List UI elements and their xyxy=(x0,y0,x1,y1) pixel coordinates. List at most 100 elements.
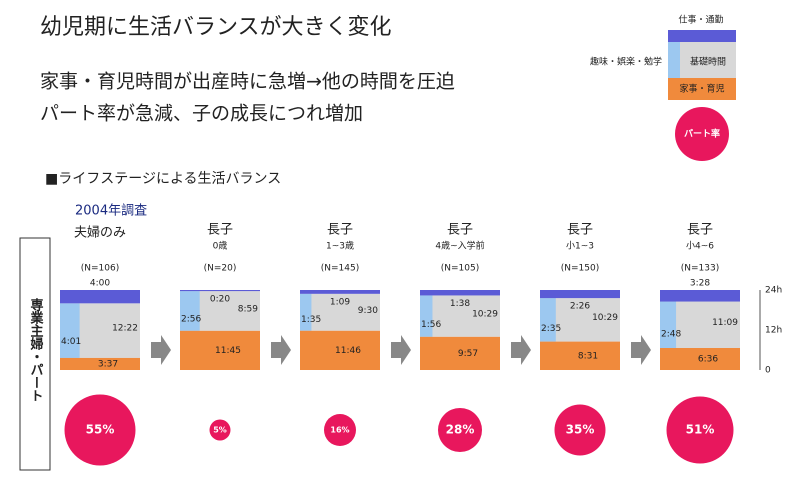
hobby-segment xyxy=(180,291,200,331)
legend-swatch xyxy=(668,78,736,100)
legend-swatch xyxy=(668,30,736,42)
work-segment xyxy=(660,290,740,302)
arrow xyxy=(631,335,651,365)
part-rate-circle xyxy=(554,404,606,456)
house-segment xyxy=(660,348,740,370)
axis-label: 0 xyxy=(765,366,771,376)
work-segment xyxy=(180,290,260,292)
work-label: 4:00 xyxy=(90,279,110,289)
arrow xyxy=(511,335,531,365)
work-segment xyxy=(300,290,380,294)
bullet: 家事・育児時間が出産時に急増→他の時間を圧迫 xyxy=(40,71,455,93)
panel-n: (N=133) xyxy=(681,264,719,274)
panel-heading: 長子 xyxy=(447,223,473,238)
basic-segment xyxy=(420,295,500,337)
work-label: 1:09 xyxy=(330,297,350,307)
work-label: 2:26 xyxy=(570,302,590,312)
arrow xyxy=(391,335,411,365)
work-label: 1:38 xyxy=(450,299,470,309)
panel-heading: 長子 xyxy=(567,223,593,238)
house-label: 8:31 xyxy=(578,351,598,361)
axis-label: 24h xyxy=(765,286,782,296)
hobby-segment xyxy=(660,301,677,348)
hobby-segment xyxy=(60,303,80,358)
panel-heading: 長子 xyxy=(327,223,353,238)
part-rate-label: 51% xyxy=(686,423,715,437)
hobby-label: 1:35 xyxy=(301,315,321,325)
basic-label: 10:29 xyxy=(472,310,498,320)
part-rate-label: 28% xyxy=(446,423,475,437)
panel-heading: 小1~3 xyxy=(566,241,594,252)
panel-heading: 0歳 xyxy=(213,240,228,252)
panel-heading: 長子 xyxy=(687,223,713,238)
survey-label: 2004年調査 xyxy=(75,204,147,219)
hobby-label: 4:01 xyxy=(61,337,81,347)
axis-label: 12h xyxy=(765,326,782,336)
hobby-label: 2:56 xyxy=(181,314,201,324)
panel-n: (N=20) xyxy=(204,264,237,274)
hobby-label: 1:56 xyxy=(421,320,441,330)
hobby-segment xyxy=(540,298,556,342)
hobby-label: 2:35 xyxy=(541,324,561,334)
arrow xyxy=(271,335,291,365)
panel-heading: 長子 xyxy=(207,223,233,238)
house-label: 11:45 xyxy=(215,346,241,356)
house-label: 9:57 xyxy=(458,349,478,359)
basic-label: 11:09 xyxy=(712,318,738,328)
house-segment xyxy=(420,336,500,370)
legend-hobby: 趣味・娯楽・勉学 xyxy=(590,56,662,68)
basic-segment xyxy=(300,293,380,331)
part-rate-circle xyxy=(209,419,231,441)
legend-work: 仕事・通勤 xyxy=(678,14,723,26)
part-rate-label: 5% xyxy=(213,426,227,435)
hobby-label: 2:48 xyxy=(661,330,681,340)
hobby-segment xyxy=(300,293,312,331)
section-title: ■ライフステージによる生活バランス xyxy=(45,171,281,187)
legend-circle xyxy=(675,107,729,161)
part-rate-circle xyxy=(666,396,734,464)
legend-swatch xyxy=(680,42,736,78)
part-rate-label: 16% xyxy=(330,426,349,435)
part-rate-label: 35% xyxy=(566,423,595,437)
panel-n: (N=145) xyxy=(321,264,359,274)
panel-heading: 夫婦のみ xyxy=(74,225,126,241)
part-rate-circle xyxy=(438,408,482,452)
house-label: 3:37 xyxy=(98,359,118,369)
basic-label: 12:22 xyxy=(112,323,138,333)
panel-heading: 1~3歳 xyxy=(326,240,354,252)
legend-swatch xyxy=(668,42,680,78)
house-label: 11:46 xyxy=(335,346,361,356)
house-segment xyxy=(60,357,140,370)
legend: 仕事・通勤 基礎時間 趣味・娯楽・勉学 家事・育児 パート率 xyxy=(590,14,736,161)
house-segment xyxy=(300,330,380,370)
house-segment xyxy=(540,341,620,370)
panel-n: (N=106) xyxy=(81,264,119,274)
part-rate-circle xyxy=(324,414,356,446)
side-box xyxy=(19,237,51,471)
title: 幼児期に生活バランスが大きく変化 xyxy=(40,15,392,40)
work-segment xyxy=(60,290,140,304)
arrow xyxy=(151,335,171,365)
house-label: 6:36 xyxy=(698,355,718,365)
part-rate-circle xyxy=(64,394,136,466)
house-segment xyxy=(180,330,260,370)
basic-label: 8:59 xyxy=(238,304,258,314)
panel-heading: 4歳~入学前 xyxy=(435,240,484,252)
hobby-segment xyxy=(420,295,433,337)
work-label: 3:28 xyxy=(690,279,710,289)
panel-n: (N=150) xyxy=(561,264,599,274)
legend-part-rate: パート率 xyxy=(684,128,720,140)
side-label: 専業主婦・パート xyxy=(28,297,45,402)
legend-basic: 基礎時間 xyxy=(690,56,726,68)
panel-heading: 小4~6 xyxy=(686,241,714,252)
work-segment xyxy=(420,290,500,296)
basic-label: 10:29 xyxy=(592,313,618,323)
basic-label: 9:30 xyxy=(358,306,378,316)
bullet: パート率が急減、子の成長につれ増加 xyxy=(40,103,363,125)
work-label: 0:20 xyxy=(210,295,230,305)
panel-n: (N=105) xyxy=(441,264,479,274)
part-rate-label: 55% xyxy=(86,423,115,437)
work-segment xyxy=(540,290,620,299)
legend-house: 家事・育児 xyxy=(679,83,724,95)
